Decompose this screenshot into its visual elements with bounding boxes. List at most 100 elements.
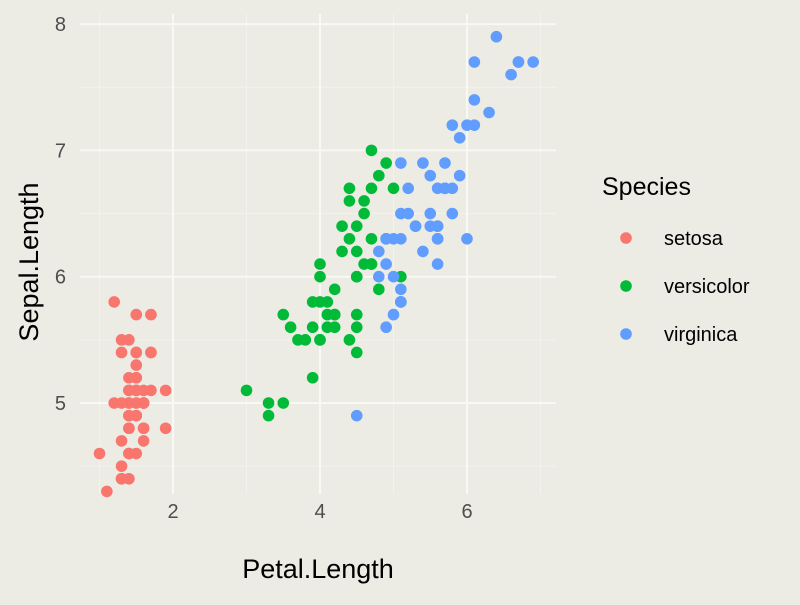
point-virginica [380,258,392,270]
point-virginica [468,56,481,68]
point-virginica [453,131,466,144]
point-setosa [115,346,128,359]
point-versicolor [350,346,363,359]
point-setosa [115,460,128,472]
legend-key-virginica [620,328,632,340]
point-versicolor [314,270,326,283]
point-virginica [417,157,429,169]
point-versicolor [373,169,385,182]
point-setosa [159,384,172,397]
point-versicolor [387,182,400,195]
point-setosa [130,359,143,371]
point-virginica [373,245,385,258]
point-versicolor [350,308,363,321]
point-versicolor [328,321,341,334]
y-tick-label: 7 [55,140,66,162]
point-setosa [115,435,128,447]
point-virginica [446,207,459,220]
point-virginica [387,233,400,245]
point-versicolor [306,371,319,384]
point-setosa [137,397,150,409]
point-setosa [123,397,135,409]
point-versicolor [373,283,385,296]
point-virginica [461,233,473,245]
point-versicolor [306,321,319,334]
point-versicolor [336,220,348,232]
y-tick-label: 6 [55,267,66,289]
data-points [93,30,539,498]
point-virginica [395,296,407,308]
point-virginica [373,270,385,283]
point-versicolor [314,296,326,308]
point-virginica [431,233,444,245]
point-virginica [446,119,459,131]
point-virginica [424,207,437,220]
point-virginica [402,182,415,195]
y-tick-label: 8 [55,14,66,36]
point-setosa [93,447,106,460]
point-virginica [424,220,437,232]
point-versicolor [365,233,378,245]
plot-background [80,14,556,494]
point-versicolor [358,195,370,207]
legend-key-versicolor [620,280,632,292]
point-virginica [417,245,429,258]
point-virginica [461,119,473,131]
point-setosa [145,308,157,321]
point-versicolor [380,157,392,169]
point-virginica [424,169,437,182]
point-virginica [512,56,525,68]
point-setosa [137,435,150,447]
point-versicolor [284,321,297,334]
point-virginica [409,220,422,232]
point-versicolor [321,308,334,321]
point-virginica [431,258,444,270]
point-versicolor [358,258,370,270]
point-versicolor [365,144,378,157]
y-axis-label: Sepal.Length [14,182,44,341]
point-setosa [159,422,172,435]
point-virginica [387,308,400,321]
point-setosa [130,346,143,359]
y-tick-label: 5 [55,393,66,415]
point-versicolor [350,220,363,232]
point-versicolor [365,182,378,195]
point-versicolor [328,283,341,296]
point-virginica [527,56,539,68]
point-virginica [453,169,466,182]
point-versicolor [350,270,363,283]
legend-label-setosa: setosa [664,228,724,250]
point-versicolor [343,195,356,207]
point-versicolor [343,233,356,245]
point-virginica [350,409,363,422]
point-virginica [395,283,407,296]
point-virginica [439,157,451,169]
point-versicolor [292,334,304,346]
point-virginica [505,68,517,81]
point-versicolor [277,397,290,409]
point-versicolor [314,334,326,346]
point-versicolor [350,245,363,258]
point-versicolor [240,384,253,397]
point-setosa [101,485,113,498]
legend-label-virginica: virginica [664,324,738,346]
point-setosa [123,409,135,422]
point-setosa [145,346,157,359]
point-virginica [468,94,481,106]
point-versicolor [343,182,356,195]
legend: Species setosa versicolor virginica [602,173,750,346]
legend-title: Species [602,173,691,201]
x-tick-label: 2 [167,501,178,523]
point-setosa [130,308,143,321]
legend-label-versicolor: versicolor [664,276,750,298]
point-setosa [137,384,150,397]
point-versicolor [358,207,370,220]
x-tick-label: 6 [461,501,472,523]
point-virginica [490,30,503,43]
y-tick-labels: 5 6 7 8 [55,14,66,415]
x-axis-label: Petal.Length [242,554,394,584]
point-versicolor [262,397,275,409]
point-setosa [123,422,135,435]
point-setosa [123,447,135,460]
